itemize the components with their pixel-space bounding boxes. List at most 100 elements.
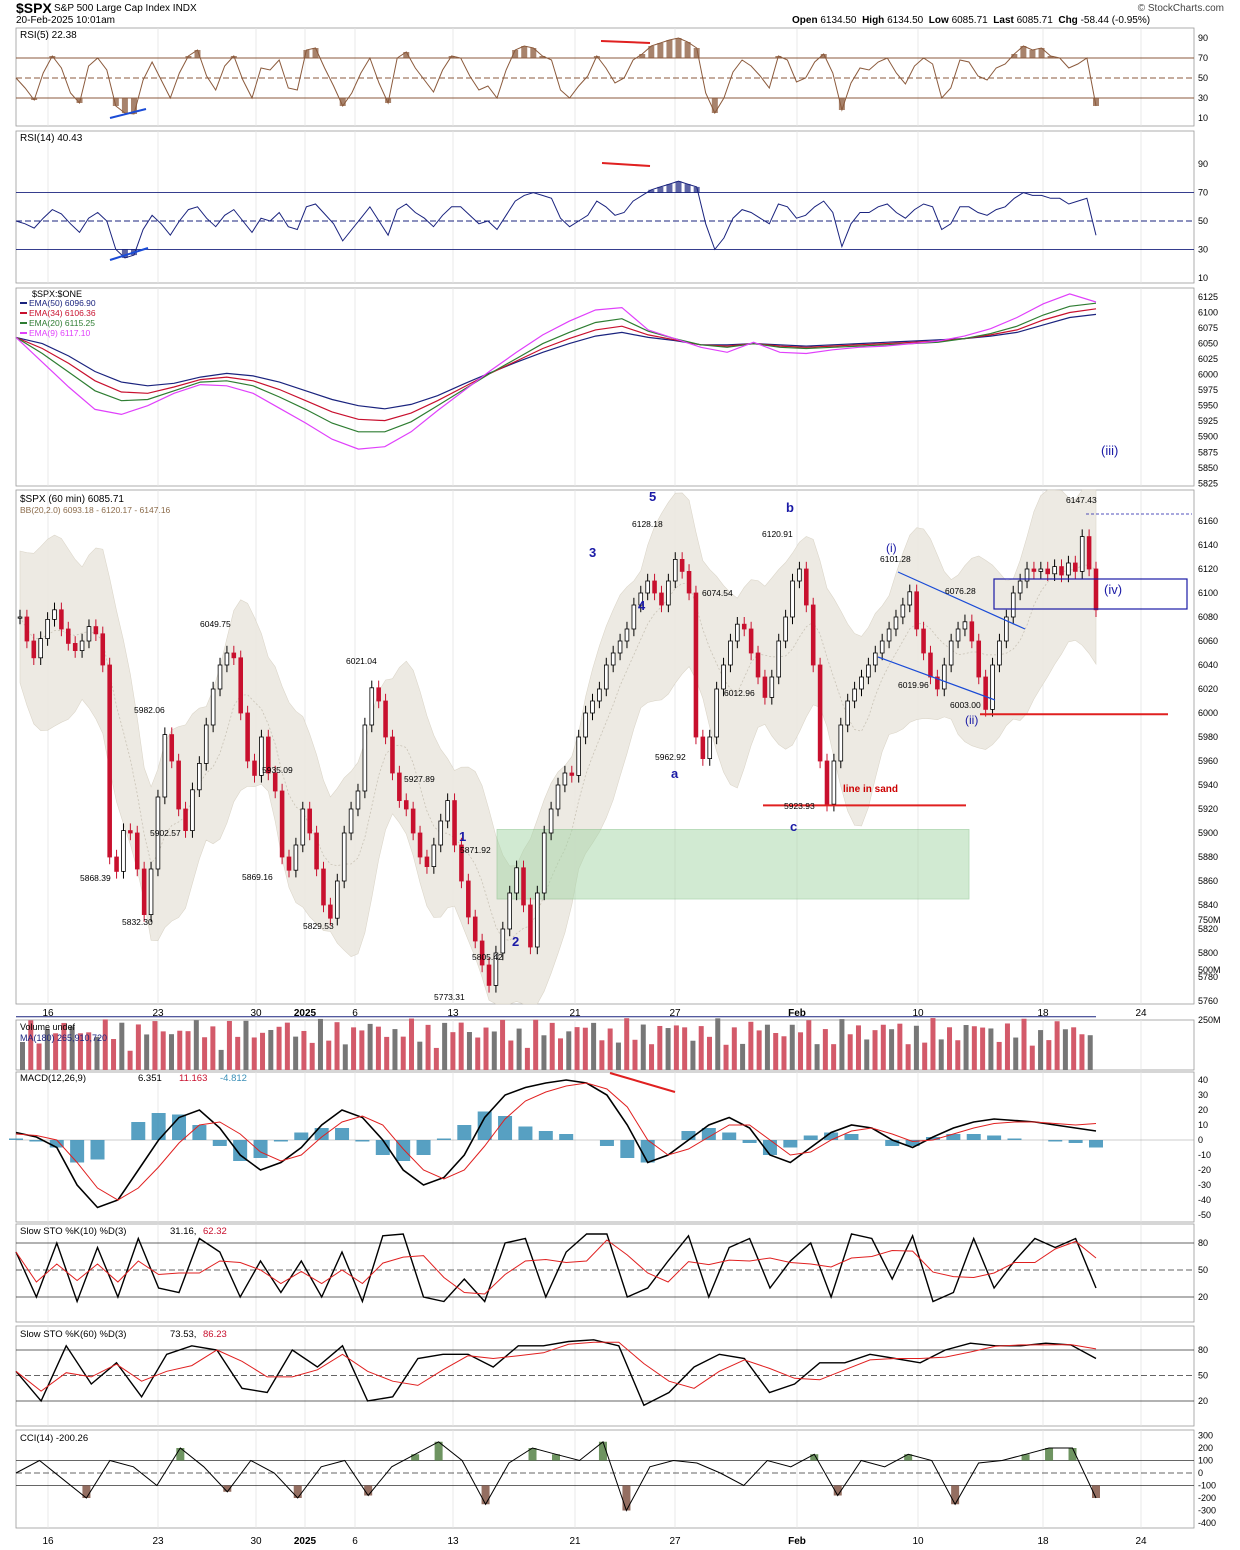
volume-bar-112 xyxy=(947,1027,953,1070)
ema-tick-12: 6125 xyxy=(1198,292,1218,302)
price-candle-body-15 xyxy=(121,830,126,872)
price-candle-body-34 xyxy=(252,760,257,776)
ema-tick-4: 5925 xyxy=(1198,416,1218,426)
price-candle-123 xyxy=(866,657,871,685)
price-label-11: 5805.42 xyxy=(472,952,503,962)
price-candle-10 xyxy=(86,619,92,649)
price-candle-62 xyxy=(445,793,450,829)
price-candle-89 xyxy=(631,597,637,637)
wave-label-10: (iv) xyxy=(1104,582,1122,597)
wave-label-iii: (iii) xyxy=(1101,443,1118,458)
price-title: $SPX (60 min) 6085.71 xyxy=(20,494,124,505)
price-candle-body-132 xyxy=(928,652,933,678)
macd-hist-bar-4 xyxy=(90,1140,105,1160)
price-candle-152 xyxy=(1066,555,1071,583)
bottom-xlabel-1: 23 xyxy=(152,1536,164,1547)
price-candle-131 xyxy=(921,621,926,661)
price-candle-0 xyxy=(17,609,23,625)
price-candle-78 xyxy=(555,777,561,817)
price-candle-93 xyxy=(659,585,664,613)
price-candle-4 xyxy=(45,612,50,646)
quote-bar: Open 6134.50 High 6134.50 Low 6085.71 La… xyxy=(792,15,1150,26)
price-candle-body-110 xyxy=(776,640,782,678)
price-label-15: 6012.96 xyxy=(724,688,755,698)
macd-hist-bar-24 xyxy=(498,1116,513,1140)
cci-tick-5: 100 xyxy=(1198,1456,1213,1466)
price-label-8: 5869.16 xyxy=(242,872,273,882)
macd-hist-bar-40 xyxy=(824,1132,839,1140)
volume-bar-24 xyxy=(218,1049,224,1070)
price-candle-153 xyxy=(1073,555,1078,579)
volume-bar-43 xyxy=(375,1026,381,1070)
rsi5-panel-frame xyxy=(15,27,1195,127)
rsi5-title: RSI(5) 22.38 xyxy=(20,30,77,41)
volume-bar-67 xyxy=(574,1027,580,1070)
price-candle-body-137 xyxy=(962,621,968,630)
price-candle-body-35 xyxy=(259,736,264,776)
sto60-d-line xyxy=(15,1341,1097,1392)
price-candle-body-94 xyxy=(666,580,671,606)
price-candle-33 xyxy=(245,705,250,769)
price-candle-body-138 xyxy=(969,621,975,642)
price-tick-20: 6160 xyxy=(1198,516,1218,526)
price-candle-body-136 xyxy=(955,628,961,642)
price-candle-body-36 xyxy=(266,736,271,774)
price-candle-156 xyxy=(1093,561,1099,617)
volume-bar-0 xyxy=(20,1042,25,1070)
price-candle-body-72 xyxy=(514,867,519,894)
price-candle-111 xyxy=(783,609,788,649)
price-label-21: 6019.96 xyxy=(898,680,929,690)
ema-tick-11: 6100 xyxy=(1198,308,1218,318)
wave-label-1: 2 xyxy=(512,934,519,949)
price-candle-body-44 xyxy=(321,868,326,906)
volume-bar-110 xyxy=(930,1018,936,1070)
volume-bar-35 xyxy=(309,1042,315,1070)
price-candle-body-95 xyxy=(672,559,678,582)
price-candle-120 xyxy=(845,693,850,733)
price-candle-body-128 xyxy=(900,604,906,618)
price-candle-21 xyxy=(162,727,168,805)
price-candle-19 xyxy=(148,861,154,922)
macd-hist-bar-26 xyxy=(538,1131,553,1140)
price-candle-68 xyxy=(486,957,492,993)
cci-tick-7: 300 xyxy=(1198,1431,1213,1441)
volume-bar-68 xyxy=(582,1027,588,1070)
price-candle-body-45 xyxy=(328,904,333,919)
volume-ma-label: MA(180) 265,910,720 xyxy=(20,1033,107,1043)
price-xlabel-3: 2025 xyxy=(294,1008,317,1019)
volume-bar-61 xyxy=(524,1047,530,1070)
price-candle-body-139 xyxy=(976,640,982,678)
price-candle-140 xyxy=(983,669,988,717)
timestamp: 20-Feb-2025 10:01am xyxy=(16,15,115,26)
volume-bar-21 xyxy=(193,1020,199,1070)
macd-hist-bar-12 xyxy=(253,1140,268,1158)
price-candle-124 xyxy=(872,645,878,673)
price-candle-148 xyxy=(1038,561,1044,579)
price-label-20: 6076.28 xyxy=(945,586,976,596)
price-candle-39 xyxy=(286,849,292,878)
price-candle-129 xyxy=(907,584,913,613)
price-candle-body-12 xyxy=(100,633,106,666)
volume-bar-45 xyxy=(392,1029,398,1070)
price-candle-body-80 xyxy=(569,772,575,776)
price-candle-105 xyxy=(741,617,747,637)
price-tick-3: 5820 xyxy=(1198,924,1218,934)
price-label-6: 5935.09 xyxy=(262,765,293,775)
wave-label-7: c xyxy=(790,819,797,834)
price-candle-98 xyxy=(693,585,699,745)
wave-label-3: 4 xyxy=(638,598,646,613)
volume-bar-44 xyxy=(384,1036,390,1070)
price-candle-body-97 xyxy=(686,571,692,594)
price-candle-76 xyxy=(541,825,547,901)
volume-bar-90 xyxy=(764,1024,770,1070)
price-candle-body-118 xyxy=(831,760,837,805)
volume-bar-116 xyxy=(980,1027,986,1070)
volume-bar-75 xyxy=(640,1024,646,1070)
price-candle-body-142 xyxy=(997,640,1002,666)
volume-bar-20 xyxy=(185,1031,191,1070)
price-candle-body-65 xyxy=(466,880,471,918)
price-candle-14 xyxy=(114,849,119,879)
price-candle-body-3 xyxy=(38,638,43,659)
volume-bar-106 xyxy=(897,1023,903,1070)
